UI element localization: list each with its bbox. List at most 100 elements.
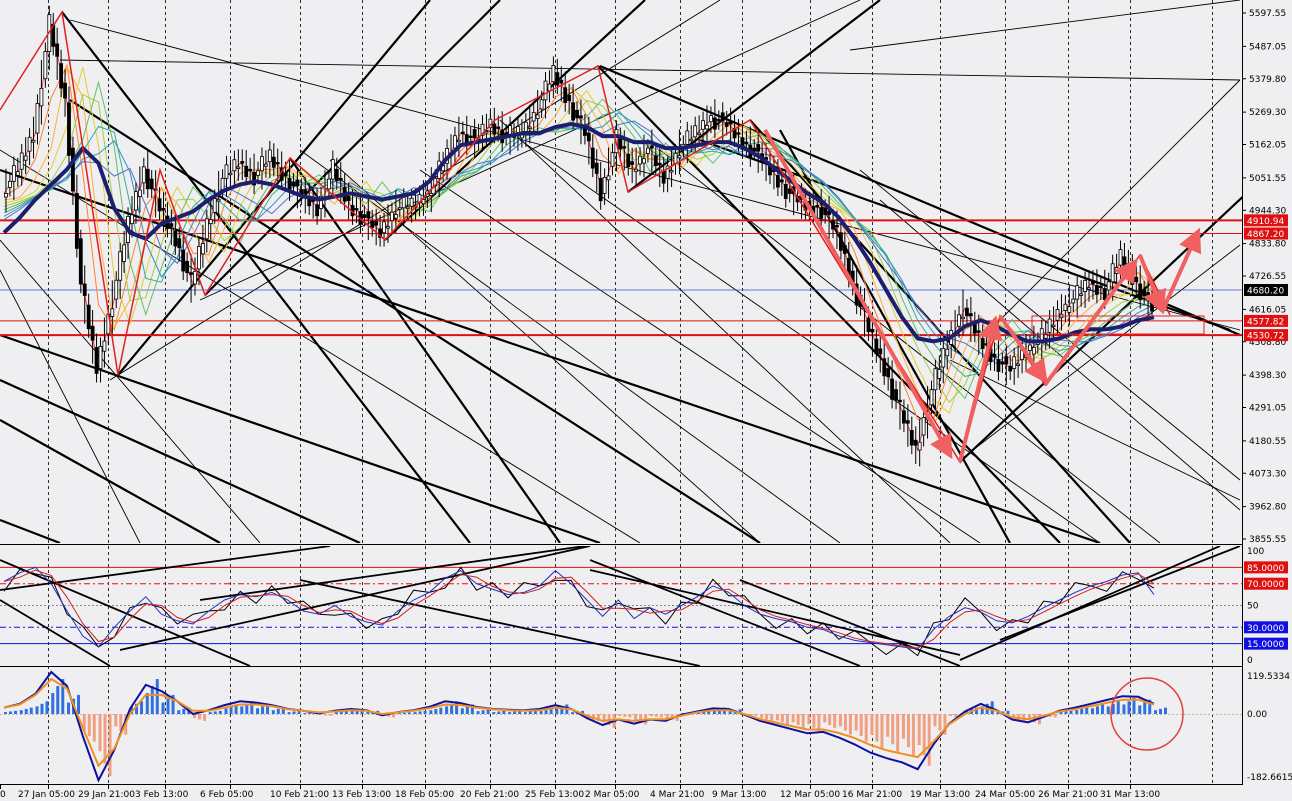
oscillator-level-tag: [1244, 637, 1288, 650]
candle-body: [43, 51, 48, 80]
macd-bar: [917, 714, 921, 746]
candle-body: [602, 177, 607, 194]
macd-bar: [1106, 706, 1110, 714]
macd-bar: [1027, 714, 1031, 721]
oscillator-trendline: [589, 569, 961, 656]
trendline: [199, 0, 861, 301]
candle-body: [39, 87, 44, 107]
candle-body: [67, 102, 71, 156]
price-tick-label: 4508.80: [1249, 338, 1286, 348]
candle-body: [673, 152, 678, 164]
candle-body: [1031, 347, 1036, 355]
candle-body: [370, 220, 375, 228]
trendline: [289, 157, 561, 543]
macd-bar: [387, 714, 391, 717]
candle-body: [775, 174, 780, 188]
macd-bar: [344, 710, 348, 714]
macd-bar: [9, 711, 12, 714]
macd-bar: [560, 706, 564, 714]
candle-body: [472, 129, 477, 138]
trendline: [949, 359, 1241, 501]
macd-bar: [208, 712, 212, 714]
macd-bar: [1080, 708, 1084, 714]
time-axis: 0 27 Jan 05:00 29 Jan 21:00 3 Feb 13:00 6 Fe…: [0, 785, 1160, 800]
candle-body: [783, 183, 788, 199]
macd-bar: [324, 714, 328, 716]
macd-bar: [544, 710, 548, 714]
candle-body: [149, 178, 154, 190]
macd-bar: [785, 714, 789, 725]
candle-body: [134, 191, 138, 211]
macd-bar: [1059, 712, 1063, 714]
price-tick-label: 4726.55: [1249, 272, 1286, 282]
oscillator-trendline: [739, 579, 961, 666]
macd-bar: [539, 711, 543, 714]
candle-body: [649, 145, 654, 149]
candle-body: [122, 244, 127, 262]
candle-body: [551, 65, 556, 83]
candle-body: [362, 214, 367, 218]
macd-bar: [649, 714, 653, 717]
macd-bar: [1017, 714, 1021, 720]
macd-bar: [1085, 707, 1089, 714]
candle-body: [902, 410, 906, 424]
candle-body: [535, 114, 540, 119]
candle-body: [705, 125, 709, 130]
candle-body: [264, 163, 268, 167]
candle-body: [1102, 288, 1107, 301]
candle-body: [216, 198, 221, 202]
candle-body: [1146, 292, 1150, 297]
candle-body: [1087, 287, 1091, 290]
candle-body: [728, 120, 733, 125]
macd-bar: [665, 714, 669, 719]
candle-body: [496, 126, 501, 129]
candle-body: [996, 359, 1001, 372]
candle-body: [1028, 344, 1032, 351]
macd-bar: [1138, 705, 1142, 714]
macd-bar: [308, 712, 312, 714]
macd-bar: [891, 714, 895, 745]
macd-bar: [749, 714, 753, 716]
macd-bar: [906, 714, 910, 748]
macd-bar: [717, 708, 721, 714]
candle-body: [622, 146, 627, 149]
trendline: [999, 79, 1241, 321]
oscillator-line-black: [3, 566, 1155, 657]
candle-body: [189, 272, 193, 275]
oscillator-trendline: [0, 599, 111, 666]
candle-body: [181, 249, 186, 272]
candle-body: [200, 243, 205, 255]
macd-bar: [224, 708, 228, 714]
candle-body: [642, 158, 646, 164]
candle-body: [638, 155, 642, 165]
macd-bar: [418, 711, 422, 714]
time-tick-label: 16 Mar 21:00: [842, 790, 902, 800]
candle-body: [1130, 270, 1135, 285]
candle-body: [894, 389, 898, 401]
candle-body: [827, 210, 831, 215]
candle-body: [334, 168, 339, 182]
candle-body: [236, 166, 241, 169]
macd-bar: [581, 710, 585, 714]
candle-body: [429, 193, 434, 196]
candle-body: [744, 141, 749, 144]
candle-body: [460, 131, 465, 135]
macd-bar: [791, 714, 795, 723]
macd-bar: [439, 707, 443, 714]
macd-bar: [760, 714, 764, 719]
macd-bar: [256, 708, 260, 714]
macd-bar: [775, 714, 779, 721]
macd-bar: [486, 709, 490, 714]
candle-body: [220, 177, 225, 191]
candle-body: [1126, 263, 1131, 266]
candle-body: [346, 196, 351, 202]
candle-body: [260, 156, 264, 172]
macd-bar: [880, 714, 884, 749]
oscillator-tick-label: 100: [1247, 547, 1264, 557]
macd-bar: [828, 714, 832, 726]
candle-body: [657, 162, 662, 166]
candle-body: [539, 99, 544, 110]
highlight-circle: [1110, 677, 1184, 751]
macd-bar: [812, 714, 816, 728]
candle-body: [724, 122, 729, 127]
